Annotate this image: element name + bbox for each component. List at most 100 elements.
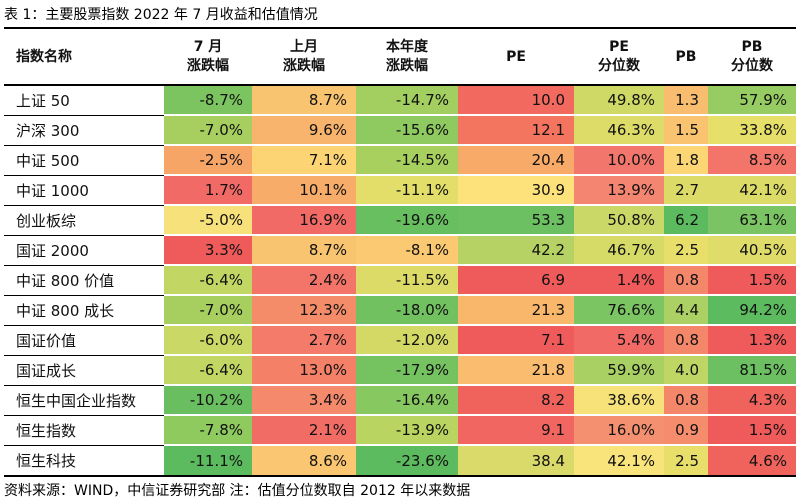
pe-cell: 42.2	[458, 236, 574, 266]
pe-percentile-cell: 42.1%	[574, 446, 664, 477]
index-name-cell: 恒生指数	[4, 416, 164, 446]
ytd-change-cell: -12.0%	[356, 326, 458, 356]
pe-percentile-cell: 59.9%	[574, 356, 664, 386]
july-change-cell: -5.0%	[164, 206, 252, 236]
pe-percentile-cell: 16.0%	[574, 416, 664, 446]
pb-cell: 1.5	[664, 116, 708, 146]
index-name-cell: 中证 500	[4, 146, 164, 176]
pb-percentile-cell: 1.5%	[708, 266, 796, 296]
pb-cell: 1.3	[664, 86, 708, 116]
header-pb-percentile-line: PB	[741, 39, 763, 55]
index-name-cell: 恒生中国企业指数	[4, 386, 164, 416]
header-index-name: 指数名称	[4, 30, 164, 86]
pe-cell: 10.0	[458, 86, 574, 116]
source-note: 资料来源：WIND，中信证券研究部 注：估值分位数取自 2012 年以来数据	[4, 483, 471, 499]
last-month-change-cell: 16.9%	[252, 206, 356, 236]
header-row: 指数名称 7 月涨跌幅 上月 涨跌幅 本年度 涨跌幅 PE PE 分位数 PB PB 分位数	[4, 30, 796, 86]
last-month-change-cell: 2.4%	[252, 266, 356, 296]
header-july-change-line: 涨跌幅	[187, 58, 229, 74]
table-caption: 表 1：主要股票指数 2022 年 7 月收益和估值情况	[4, 7, 318, 23]
july-change-cell: 1.7%	[164, 176, 252, 206]
ytd-change-cell: -23.6%	[356, 446, 458, 477]
pb-cell: 0.8	[664, 266, 708, 296]
ytd-change-cell: -16.4%	[356, 386, 458, 416]
ytd-change-cell: -14.5%	[356, 146, 458, 176]
pe-cell: 9.1	[458, 416, 574, 446]
ytd-change-cell: -15.6%	[356, 116, 458, 146]
header-pe-percentile-line: 分位数	[598, 58, 640, 74]
table-row: 中证 500 -2.5% 7.1% -14.5% 20.4 10.0% 1.8 8.5%	[4, 146, 796, 176]
table-row: 国证成长 -6.4% 13.0% -17.9% 21.8 59.9% 4.0 81.5%	[4, 356, 796, 386]
index-name-cell: 恒生科技	[4, 446, 164, 477]
index-name-cell: 沪深 300	[4, 116, 164, 146]
last-month-change-cell: 2.1%	[252, 416, 356, 446]
pe-cell: 8.2	[458, 386, 574, 416]
july-change-cell: -10.2%	[164, 386, 252, 416]
july-change-cell: -7.0%	[164, 116, 252, 146]
header-pe-percentile: PE 分位数	[574, 30, 664, 86]
pe-percentile-cell: 49.8%	[574, 86, 664, 116]
july-change-cell: -8.7%	[164, 86, 252, 116]
july-change-cell: -7.8%	[164, 416, 252, 446]
last-month-change-cell: 2.7%	[252, 326, 356, 356]
ytd-change-cell: -19.6%	[356, 206, 458, 236]
index-returns-valuation-table: 指数名称 7 月涨跌幅 上月 涨跌幅 本年度 涨跌幅 PE PE 分位数 PB PB 分位数 上证 5…	[4, 30, 796, 477]
header-last-month-change-line: 涨跌幅	[283, 58, 325, 74]
ytd-change-cell: -13.9%	[356, 416, 458, 446]
pb-cell: 0.8	[664, 386, 708, 416]
table-row: 创业板综 -5.0% 16.9% -19.6% 53.3 50.8% 6.2 63.1%	[4, 206, 796, 236]
header-ytd-change-line: 涨跌幅	[386, 58, 428, 74]
header-pb: PB	[664, 30, 708, 86]
pb-percentile-cell: 4.6%	[708, 446, 796, 477]
header-july-change: 7 月涨跌幅	[164, 30, 252, 86]
index-name-cell: 创业板综	[4, 206, 164, 236]
pe-cell: 12.1	[458, 116, 574, 146]
index-name-cell: 中证 800 价值	[4, 266, 164, 296]
header-ytd-change: 本年度 涨跌幅	[356, 30, 458, 86]
ytd-change-cell: -8.1%	[356, 236, 458, 266]
index-name-cell: 上证 50	[4, 86, 164, 116]
table-row: 上证 50 -8.7% 8.7% -14.7% 10.0 49.8% 1.3 57.9%	[4, 86, 796, 116]
pe-percentile-cell: 13.9%	[574, 176, 664, 206]
pe-percentile-cell: 46.3%	[574, 116, 664, 146]
ytd-change-cell: -11.5%	[356, 266, 458, 296]
pe-percentile-cell: 46.7%	[574, 236, 664, 266]
table-row: 中证 1000 1.7% 10.1% -11.1% 30.9 13.9% 2.7 42.1%	[4, 176, 796, 206]
last-month-change-cell: 10.1%	[252, 176, 356, 206]
pe-cell: 53.3	[458, 206, 574, 236]
last-month-change-cell: 8.7%	[252, 86, 356, 116]
pb-cell: 0.8	[664, 326, 708, 356]
table-row: 国证价值 -6.0% 2.7% -12.0% 7.1 5.4% 0.8 1.3%	[4, 326, 796, 356]
pb-cell: 2.5	[664, 236, 708, 266]
table-row: 中证 800 成长 -7.0% 12.3% -18.0% 21.3 76.6% 4.4 94.…	[4, 296, 796, 326]
pe-cell: 6.9	[458, 266, 574, 296]
last-month-change-cell: 8.6%	[252, 446, 356, 477]
pe-percentile-cell: 10.0%	[574, 146, 664, 176]
index-name-cell: 国证 2000	[4, 236, 164, 266]
last-month-change-cell: 13.0%	[252, 356, 356, 386]
pb-cell: 4.4	[664, 296, 708, 326]
last-month-change-cell: 7.1%	[252, 146, 356, 176]
ytd-change-cell: -11.1%	[356, 176, 458, 206]
pe-percentile-cell: 38.6%	[574, 386, 664, 416]
header-pb-percentile: PB 分位数	[708, 30, 796, 86]
pe-cell: 38.4	[458, 446, 574, 477]
last-month-change-cell: 12.3%	[252, 296, 356, 326]
header-pe-percentile-line: PE	[609, 39, 629, 55]
july-change-cell: 3.3%	[164, 236, 252, 266]
july-change-cell: -6.4%	[164, 356, 252, 386]
table-row: 恒生指数 -7.8% 2.1% -13.9% 9.1 16.0% 0.9 1.5%	[4, 416, 796, 446]
pb-percentile-cell: 42.1%	[708, 176, 796, 206]
header-last-month-change-line: 上月	[290, 39, 318, 55]
pe-cell: 7.1	[458, 326, 574, 356]
index-name-cell: 国证价值	[4, 326, 164, 356]
index-name-cell: 国证成长	[4, 356, 164, 386]
header-last-month-change: 上月 涨跌幅	[252, 30, 356, 86]
table-top-rule	[4, 27, 796, 29]
july-change-cell: -6.0%	[164, 326, 252, 356]
pb-percentile-cell: 81.5%	[708, 356, 796, 386]
last-month-change-cell: 8.7%	[252, 236, 356, 266]
pb-cell: 0.9	[664, 416, 708, 446]
header-pe: PE	[458, 30, 574, 86]
pb-percentile-cell: 57.9%	[708, 86, 796, 116]
